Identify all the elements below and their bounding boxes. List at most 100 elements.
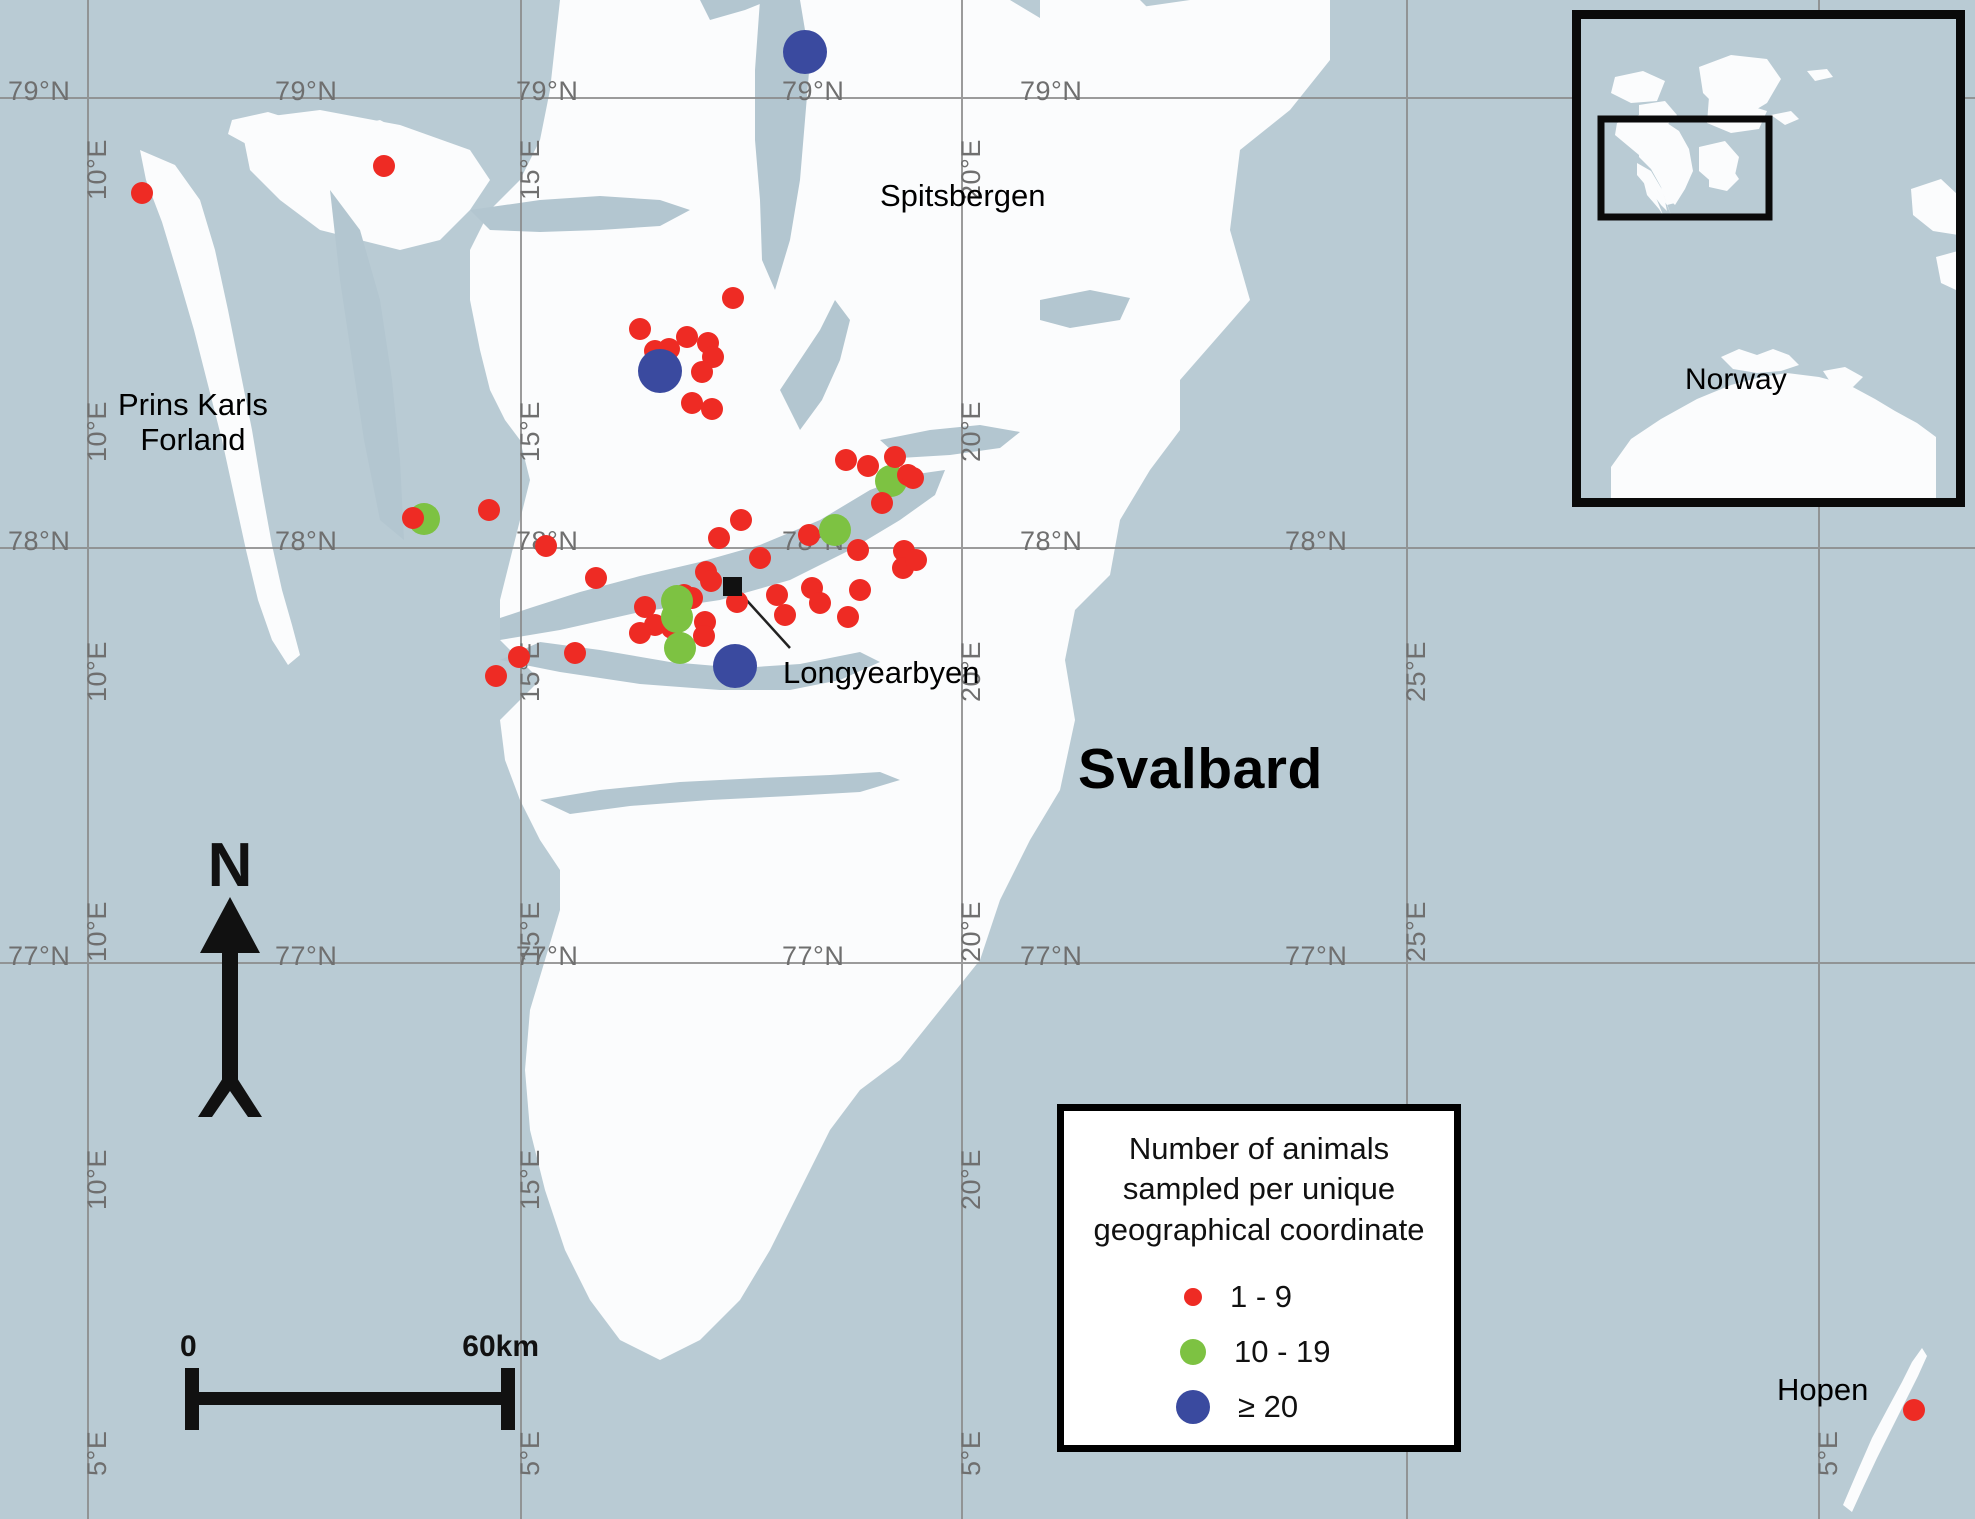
sample-point-r [905,549,927,571]
graticule-label-lon: 5°E [1813,1430,1843,1476]
graticule-label-lat: 77°N [275,941,338,971]
graticule-label-lon: 20°E [956,901,986,962]
scale-bar-max-label: 60km [462,1330,539,1363]
sample-point-r [749,547,771,569]
scale-bar-min-label: 0 [180,1330,197,1363]
north-arrow-letter: N [207,831,253,900]
legend-panel: Number of animals sampled per unique geo… [1057,1104,1461,1452]
inset-highlight-box [1597,115,1773,221]
sample-point-r [629,622,651,644]
longyearbyen-leader-line [740,593,791,649]
place-label-hopen: Hopen [1777,1372,1869,1407]
sample-point-r [849,579,871,601]
pkf-line-2: Forland [140,421,246,457]
graticule-label-lon: 15°E [515,901,545,962]
north-arrow: N [170,835,290,1120]
scale-bar: 0 60km [175,1330,539,1435]
sample-point-r [485,665,507,687]
island-hopen [1843,1348,1927,1512]
sample-point-r [902,467,924,489]
legend-swatch-red [1184,1288,1202,1307]
legend-label-20-plus: ≥ 20 [1238,1389,1299,1425]
sample-point-r [585,567,607,589]
graticule-label-lat: 78°N [1020,526,1083,556]
graticule-label-lat: 79°N [8,76,71,106]
legend-swatch-blue [1176,1390,1210,1425]
map-title-svalbard: Svalbard [1078,737,1323,801]
graticule-label-lon: 15°E [515,1149,545,1210]
inset-label-norway: Norway [1685,363,1787,396]
legend-row-10-19: 10 - 19 [1064,1325,1454,1380]
place-label-spitsbergen: Spitsbergen [880,178,1046,213]
sample-point-r [708,527,730,549]
sample-point-g [664,632,696,664]
sample-point-r [693,625,715,647]
sample-point-r [1903,1399,1925,1421]
place-label-prins-karls-forland: Prins Karls Forland [118,387,268,457]
graticule-label-lon: 5°E [956,1430,986,1476]
legend-rows: 1 - 9 10 - 19 ≥ 20 [1064,1270,1454,1435]
graticule-label-lat: 77°N [1020,941,1083,971]
graticule-label-lon: 25°E [1401,641,1431,702]
legend-row-20-plus: ≥ 20 [1064,1380,1454,1435]
sample-point-r [884,446,906,468]
sample-point-r [766,584,788,606]
sample-point-r [701,398,723,420]
legend-label-1-9: 1 - 9 [1230,1279,1293,1315]
legend-title: Number of animals sampled per unique geo… [1064,1129,1454,1250]
legend-title-line-2: sampled per unique [1122,1171,1396,1207]
pkf-line-1: Prins Karls [118,387,268,422]
longyearbyen-town-marker [723,577,742,596]
graticule-label-lat: 79°N [782,76,845,106]
sample-point-r [847,539,869,561]
graticule-label-lat: 77°N [782,941,845,971]
sample-point-r [478,499,500,521]
graticule-label-lat: 79°N [1020,76,1083,106]
sample-point-r [774,604,796,626]
sample-point-r [798,524,820,546]
sample-point-r [730,509,752,531]
sample-point-r [837,606,859,628]
graticule-label-lon: 10°E [82,641,112,702]
sample-point-r [629,318,651,340]
legend-swatch-green [1180,1339,1206,1366]
sample-point-r [373,155,395,177]
place-label-longyearbyen: Longyearbyen [783,655,980,690]
scale-bar-icon [185,1368,515,1430]
sample-point-g [819,514,851,546]
graticule-label-lat: 78°N [275,526,338,556]
graticule-label-lat: 79°N [516,76,579,106]
sample-point-b [783,30,827,74]
sample-point-r [508,646,530,668]
sample-point-r [871,492,893,514]
graticule-label-lon: 10°E [82,401,112,462]
inset-svalbard-land [1611,55,1833,215]
graticule-label-lon: 10°E [82,1149,112,1210]
north-arrow-icon [198,897,262,1117]
graticule-label-lon: 10°E [82,139,112,200]
islets-north [228,112,398,150]
sample-point-b [713,644,757,688]
sample-point-r [564,642,586,664]
inset-locator-map: Norway [1572,10,1965,507]
sample-point-r [691,361,713,383]
graticule-label-lon: 20°E [956,401,986,462]
sample-point-b [638,349,682,393]
sample-point-r [681,392,703,414]
sample-point-r [634,596,656,618]
sample-point-r [535,535,557,557]
graticule-label-lon: 25°E [1401,901,1431,962]
graticule-label-lon: 15°E [515,401,545,462]
graticule-label-lon: 15°E [515,139,545,200]
legend-title-line-3: geographical coordinate [1093,1211,1425,1247]
inset-norway-land [1611,179,1956,498]
graticule-label-lat: 77°N [8,941,71,971]
graticule-label-lat: 78°N [8,526,71,556]
inset-geometry [1581,19,1956,498]
legend-row-1-9: 1 - 9 [1064,1270,1454,1325]
sample-point-r [402,507,424,529]
sample-point-r [676,326,698,348]
graticule-label-lon: 10°E [82,901,112,962]
sample-point-r [857,455,879,477]
